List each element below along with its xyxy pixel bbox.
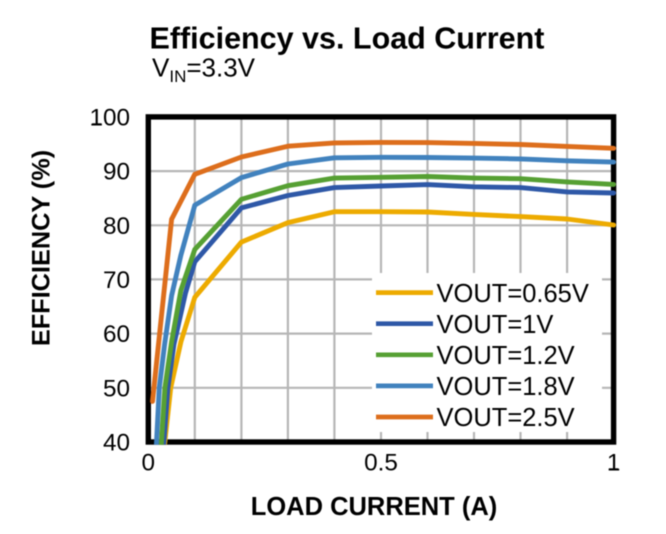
- svg-text:40: 40: [103, 430, 130, 457]
- svg-text:VOUT=1V: VOUT=1V: [437, 311, 554, 339]
- svg-text:80: 80: [103, 213, 130, 240]
- svg-text:0.5: 0.5: [364, 450, 398, 477]
- svg-text:EFFICIENCY (%): EFFICIENCY (%): [28, 150, 56, 346]
- svg-text:60: 60: [103, 321, 130, 348]
- svg-text:VOUT=0.65V: VOUT=0.65V: [437, 280, 589, 308]
- svg-text:VIN=3.3V: VIN=3.3V: [152, 52, 256, 86]
- svg-text:VOUT=1.2V: VOUT=1.2V: [437, 342, 575, 370]
- svg-text:VOUT=1.8V: VOUT=1.8V: [437, 373, 575, 401]
- svg-text:100: 100: [89, 105, 130, 132]
- svg-text:90: 90: [103, 159, 130, 186]
- svg-text:VOUT=2.5V: VOUT=2.5V: [437, 404, 575, 432]
- svg-text:50: 50: [103, 375, 130, 402]
- svg-text:0: 0: [142, 450, 156, 477]
- svg-text:LOAD CURRENT (A): LOAD CURRENT (A): [251, 493, 497, 521]
- svg-text:Efficiency vs. Load Current: Efficiency vs. Load Current: [150, 22, 545, 56]
- svg-text:70: 70: [103, 267, 130, 294]
- svg-text:1: 1: [607, 450, 621, 477]
